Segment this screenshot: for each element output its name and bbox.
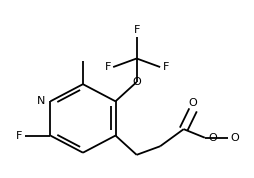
- Text: O: O: [208, 133, 217, 143]
- Text: O: O: [189, 98, 197, 108]
- Text: F: F: [16, 130, 22, 141]
- Text: N: N: [37, 96, 46, 106]
- Text: F: F: [163, 62, 169, 72]
- Text: F: F: [133, 25, 140, 35]
- Text: O: O: [132, 77, 141, 87]
- Text: F: F: [104, 62, 111, 72]
- Text: O: O: [231, 133, 239, 143]
